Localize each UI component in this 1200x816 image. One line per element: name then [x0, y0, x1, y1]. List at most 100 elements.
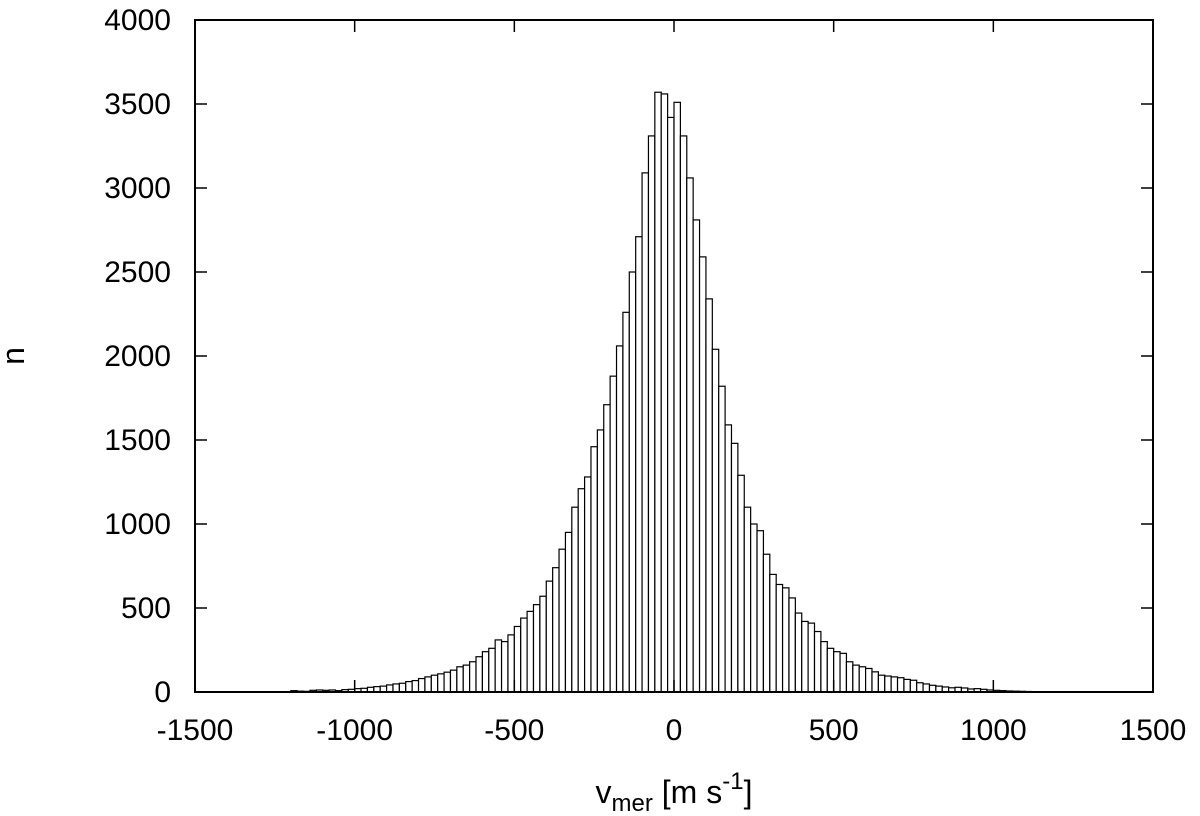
- y-tick-label: 0: [154, 676, 171, 709]
- histogram-bar: [705, 298, 713, 693]
- histogram-bar: [462, 664, 471, 693]
- histogram-bar: [583, 476, 592, 693]
- histogram-bar: [430, 674, 439, 693]
- histogram-bar: [928, 684, 937, 693]
- histogram-bar: [437, 673, 445, 693]
- histogram-bar: [564, 531, 573, 693]
- histogram-bar: [692, 219, 701, 693]
- histogram-bar: [641, 172, 650, 693]
- histogram-bar: [481, 651, 490, 693]
- y-tick-label: 3000: [104, 172, 171, 205]
- x-tick-label: 500: [809, 714, 859, 747]
- histogram-bar: [890, 676, 899, 693]
- x-tick-label: -1500: [157, 714, 234, 747]
- histogram-bar: [807, 622, 816, 693]
- histogram-bar: [845, 661, 854, 693]
- histogram-bar: [711, 348, 720, 693]
- histogram-bar: [903, 678, 911, 693]
- y-tick-label: 2500: [104, 256, 171, 289]
- histogram-bar: [737, 474, 745, 693]
- histogram-bar: [424, 676, 432, 693]
- histogram-bar: [839, 652, 848, 693]
- histogram-bar: [756, 530, 765, 693]
- histogram-bar: [647, 135, 656, 693]
- histogram-bar: [698, 256, 707, 693]
- histogram-bar: [743, 506, 752, 693]
- histogram-bar: [916, 682, 924, 693]
- histogram-bar: [500, 640, 509, 693]
- histogram-bar: [494, 639, 503, 693]
- histogram-bar: [615, 345, 624, 693]
- histogram-bar: [730, 442, 739, 693]
- histogram-bar: [813, 630, 822, 693]
- histogram-bar: [552, 567, 560, 693]
- histogram-bar: [833, 651, 841, 693]
- histogram-bar: [507, 634, 515, 693]
- histogram-bar: [539, 595, 547, 693]
- histogram-bar: [513, 625, 522, 693]
- histogram-bar: [545, 580, 554, 693]
- histogram-bar: [794, 612, 803, 693]
- histogram-bar: [679, 135, 688, 693]
- y-tick-label: 500: [121, 592, 171, 625]
- histogram-bar: [909, 679, 918, 693]
- histogram-bar: [896, 677, 905, 693]
- y-tick-label: 2000: [104, 340, 171, 373]
- histogram-bar: [417, 677, 426, 693]
- y-axis-label: n: [0, 347, 31, 365]
- histogram-bar: [724, 424, 733, 693]
- histogram-bar: [488, 647, 496, 693]
- histogram-bar: [622, 311, 630, 693]
- histogram-bar: [884, 675, 892, 693]
- y-tick-label: 1500: [104, 424, 171, 457]
- histogram-bar: [852, 664, 860, 693]
- histogram-bar: [386, 684, 394, 693]
- histogram-bar: [596, 429, 605, 693]
- x-tick-label: 1000: [960, 714, 1027, 747]
- histogram-bar: [392, 683, 400, 693]
- x-tick-label: -1000: [316, 714, 393, 747]
- x-tick-labels: -1500 -1000 -500 0 500 1000 1500: [157, 714, 1187, 747]
- histogram-bar: [801, 620, 809, 693]
- histogram-bar: [781, 587, 790, 693]
- histogram-bar: [449, 669, 458, 693]
- x-tick-label: 1500: [1120, 714, 1187, 747]
- x-tick-label: 0: [666, 714, 683, 747]
- histogram-bar: [686, 177, 694, 693]
- histogram-bar: [667, 116, 675, 693]
- histogram-bar: [577, 488, 586, 693]
- histogram-bar: [750, 523, 758, 693]
- histogram-bar: [571, 506, 579, 693]
- histogram-bar: [922, 683, 931, 693]
- histogram-bar: [654, 91, 662, 693]
- histogram-bar: [526, 610, 535, 693]
- histogram-bar: [769, 573, 777, 693]
- histogram-bar: [628, 271, 637, 693]
- histogram-bar: [456, 666, 464, 693]
- histogram-bar: [635, 236, 643, 693]
- histogram-bar: [603, 404, 611, 693]
- histogram-bar: [411, 679, 420, 693]
- histogram-bar: [520, 617, 528, 693]
- histogram-bar: [864, 667, 873, 693]
- histogram-bar: [475, 656, 484, 693]
- y-tick-label: 3500: [104, 88, 171, 121]
- y-tick-labels: 0 500 1000 1500 2000 2500 3000 3500 4000: [104, 4, 171, 709]
- histogram-bar: [788, 597, 796, 693]
- histogram-bar: [405, 680, 413, 693]
- plot-frame: [194, 19, 1154, 693]
- histogram-bar: [532, 604, 541, 693]
- histogram-bar: [398, 682, 407, 693]
- histogram-bar: [609, 375, 618, 693]
- histogram-bar: [469, 661, 477, 693]
- y-tick-label: 1000: [104, 508, 171, 541]
- histogram-bar: [718, 385, 726, 693]
- x-axis-label: vmer [m s-1]: [596, 768, 753, 816]
- histogram-bar: [858, 666, 867, 693]
- histogram-bar: [660, 93, 669, 693]
- histogram-bar: [775, 583, 784, 693]
- x-tick-label: -500: [484, 714, 544, 747]
- histogram-bar: [871, 671, 879, 693]
- histogram-bar: [877, 674, 886, 693]
